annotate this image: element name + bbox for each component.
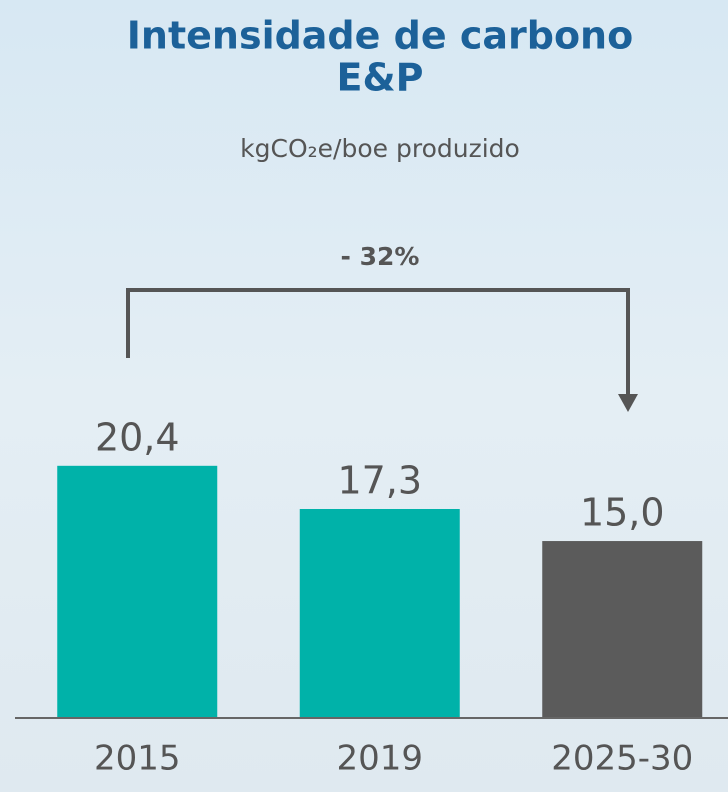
bar (57, 465, 218, 718)
bracket (126, 288, 630, 398)
arrow-head (618, 394, 638, 412)
x-tick-label: 2019 (336, 739, 423, 779)
chart-title: Intensidade de carbono (127, 14, 633, 58)
bar (542, 541, 703, 718)
value-label: 15,0 (580, 491, 665, 535)
value-label: 20,4 (95, 415, 180, 459)
chart-subtitle: kgCO₂e/boe produzido (240, 134, 520, 163)
bar (299, 509, 460, 718)
x-tick-label: 2015 (94, 739, 181, 779)
annotation: - 32% (341, 242, 420, 271)
chart-title: E&P (337, 56, 424, 100)
value-label: 17,3 (337, 459, 422, 503)
x-tick-label: 2025-30 (551, 739, 693, 779)
